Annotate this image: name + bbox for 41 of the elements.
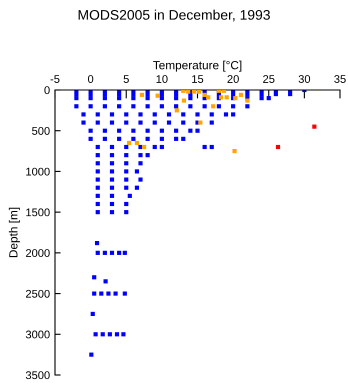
y-tick-label: 3000: [26, 330, 50, 338]
point: [156, 94, 160, 98]
point: [312, 124, 316, 129]
x-tick-label: 30: [298, 75, 310, 83]
point: [276, 144, 280, 150]
point: [127, 140, 132, 146]
y-tick-label: 3500: [26, 371, 50, 380]
x-tick-label: 35: [334, 75, 346, 83]
point: [182, 98, 186, 103]
point: [218, 95, 224, 100]
y-tick-label: 1500: [26, 208, 50, 216]
y-tick-label: 1000: [26, 168, 50, 176]
point: [174, 108, 179, 112]
y-tick-label: 2500: [26, 290, 50, 298]
y-tick-label: 500: [32, 126, 50, 135]
point: [238, 92, 244, 97]
point: [134, 140, 140, 146]
point: [206, 95, 210, 100]
x-tick-label: 5: [124, 75, 129, 83]
point: [232, 148, 237, 154]
x-tick-label: 10: [156, 75, 168, 83]
y-axis-title: Depth [m]: [8, 208, 20, 258]
point: [140, 92, 144, 97]
point: [224, 95, 229, 100]
x-tick-label: 0: [88, 75, 94, 83]
x-tick-label: 15: [192, 75, 204, 83]
chart-title: MODS2005 in December, 1993: [78, 10, 270, 22]
x-axis-title: Temperature [°C]: [153, 60, 242, 72]
point: [245, 98, 250, 103]
x-tick-label: 25: [263, 75, 274, 83]
y-tick-label: 0: [44, 86, 50, 94]
point: [142, 144, 146, 150]
point: [181, 90, 186, 93]
x-tick-label: -5: [50, 75, 60, 83]
y-tick-label: 2000: [26, 249, 50, 257]
x-tick-label: 20: [228, 75, 239, 83]
point: [222, 90, 226, 93]
point: [211, 104, 216, 108]
point: [198, 120, 202, 125]
point: [196, 90, 202, 94]
point: [192, 90, 196, 94]
